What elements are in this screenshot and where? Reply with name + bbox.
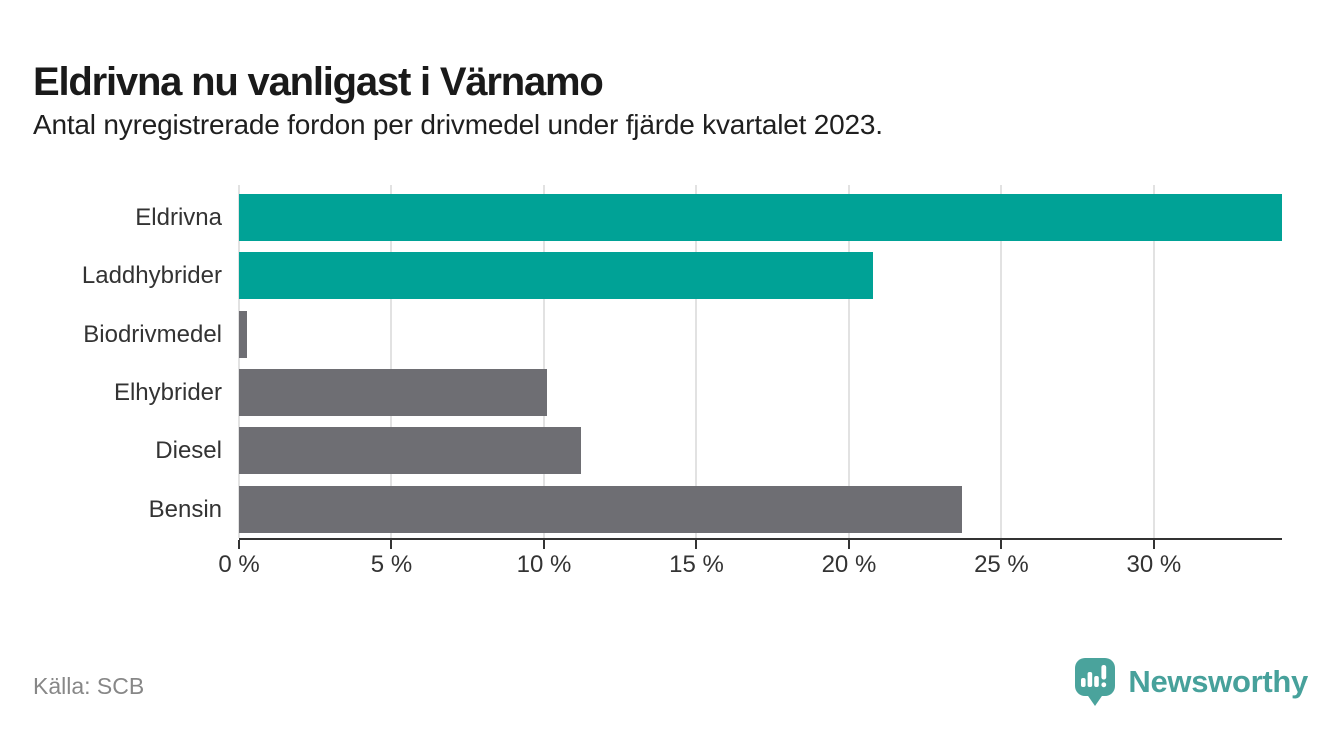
source-note: Källa: SCB [33, 673, 145, 699]
bar-diesel [239, 427, 581, 475]
gridline-30 [1152, 185, 1155, 538]
category-label: Bensin [148, 495, 222, 523]
x-axis-tick [695, 540, 698, 549]
newsworthy-logo: Newsworthy [1073, 657, 1308, 707]
x-axis-tick-label: 10 % [516, 551, 572, 578]
gridline-25 [1000, 185, 1003, 538]
gridline-15 [695, 185, 698, 538]
newsworthy-logo-text: Newsworthy [1128, 664, 1308, 699]
x-axis-tick-label: 15 % [669, 551, 724, 578]
category-label: Eldrivna [135, 204, 222, 231]
x-axis-tick-label: 30 % [1126, 551, 1182, 578]
x-axis-tick-label: 25 % [974, 551, 1029, 578]
x-axis-tick [542, 540, 545, 549]
x-axis-tick [390, 540, 393, 549]
chart-subtitle: Antal nyregistrerade fordon per drivmede… [33, 109, 883, 140]
category-label: Diesel [155, 437, 222, 465]
gridline-20 [847, 185, 850, 538]
gridline-10 [542, 185, 545, 538]
category-label: Elhybrider [113, 378, 222, 406]
bar-biodrivmedel [239, 310, 247, 358]
x-axis-tick [1000, 540, 1003, 549]
bar-eldrivna [239, 194, 1282, 241]
x-axis-tick-label: 20 % [821, 551, 877, 578]
chart-title: Eldrivna nu vanligast i Värnamo [33, 59, 604, 104]
x-axis-tick [1152, 540, 1155, 549]
bar-elhybrider [239, 368, 548, 416]
x-axis-line [239, 538, 1282, 540]
category-label: Biodrivmedel [83, 320, 222, 348]
x-axis-tick [847, 540, 850, 549]
x-axis-tick [238, 540, 240, 549]
x-axis-tick-label: 0 % [218, 551, 260, 578]
gridline-5 [390, 185, 393, 538]
x-axis-tick-label: 5 % [370, 551, 413, 578]
newsworthy-logo-icon [1075, 658, 1116, 706]
category-label: Laddhybrider [81, 262, 222, 290]
gridline-0 [238, 185, 240, 538]
bar-laddhybrider [239, 252, 874, 300]
bar-bensin [239, 485, 962, 533]
